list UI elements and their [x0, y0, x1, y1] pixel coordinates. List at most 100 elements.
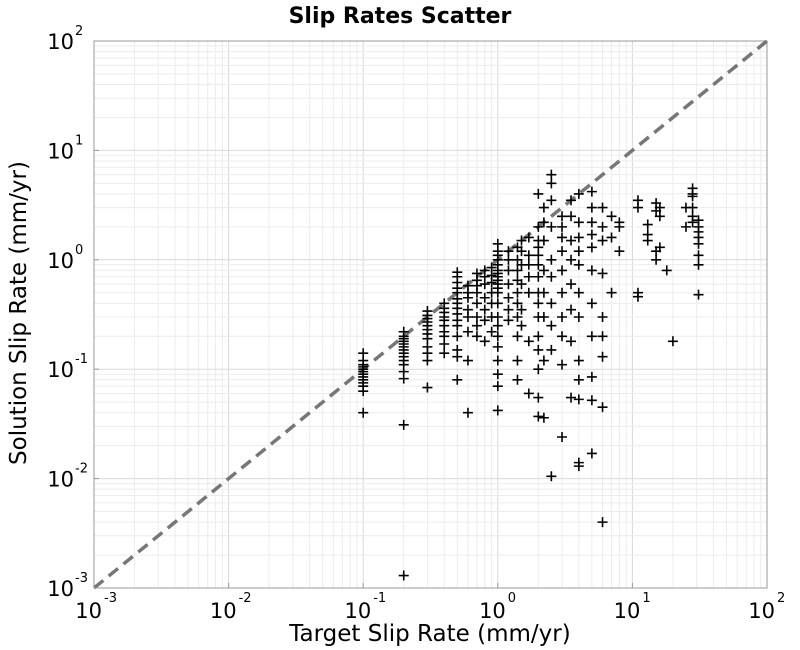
data-point: [557, 211, 568, 222]
data-point: [654, 211, 665, 222]
data-point: [546, 169, 557, 180]
data-point: [516, 304, 527, 315]
data-point: [462, 312, 473, 323]
data-point: [573, 461, 584, 472]
data-point: [486, 262, 497, 273]
data-point: [573, 312, 584, 323]
x-tick-exponent: -2: [239, 591, 252, 606]
data-point: [566, 304, 577, 315]
data-point: [492, 381, 503, 392]
data-point: [503, 315, 514, 326]
data-point: [492, 405, 503, 416]
data-point: [471, 320, 482, 331]
data-point: [566, 392, 577, 403]
data-point: [693, 259, 704, 270]
data-point: [597, 351, 608, 362]
data-point: [586, 229, 597, 240]
data-point: [573, 232, 584, 243]
data-point: [597, 202, 608, 213]
x-tick-exponent: 1: [642, 591, 650, 606]
data-point: [492, 312, 503, 323]
data-point: [597, 402, 608, 413]
data-point: [546, 254, 557, 265]
data-point: [471, 298, 482, 309]
x-axis-label: Target Slip Rate (mm/yr): [288, 621, 570, 647]
data-point: [422, 355, 433, 366]
y-tick-exponent: -2: [75, 462, 88, 477]
data-point: [503, 246, 514, 257]
data-point: [693, 250, 704, 261]
data-point: [512, 331, 523, 342]
data-point: [358, 407, 369, 418]
data-point: [462, 407, 473, 418]
data-point: [667, 336, 678, 347]
data-point: [557, 246, 568, 257]
data-point: [492, 320, 503, 331]
data-point: [503, 279, 514, 290]
data-point: [597, 331, 608, 342]
data-point: [632, 291, 643, 302]
data-point: [642, 235, 653, 246]
data-point: [471, 268, 482, 279]
y-tick-exponent: -1: [75, 352, 88, 367]
data-point: [557, 432, 568, 443]
data-point: [503, 254, 514, 265]
data-point: [533, 392, 544, 403]
data-point: [492, 355, 503, 366]
data-point: [358, 348, 369, 359]
data-point: [452, 320, 463, 331]
y-tick-exponent: 1: [75, 133, 83, 148]
data-point: [546, 320, 557, 331]
x-tick-label: 10: [614, 599, 641, 623]
data-point: [538, 412, 549, 423]
data-point: [533, 271, 544, 282]
data-point: [597, 235, 608, 246]
data-point: [557, 359, 568, 370]
data-point: [512, 355, 523, 366]
data-point: [693, 238, 704, 249]
data-point: [471, 312, 482, 323]
data-point: [538, 217, 549, 228]
y-tick-label: 10: [47, 30, 74, 54]
data-point: [586, 242, 597, 253]
data-point: [606, 232, 617, 243]
data-point: [573, 217, 584, 228]
x-tick-label: 10: [479, 599, 506, 623]
data-point: [586, 265, 597, 276]
data-point: [452, 331, 463, 342]
data-point: [523, 336, 534, 347]
x-tick-label: 10: [748, 599, 775, 623]
data-point: [687, 202, 698, 213]
data-point: [398, 373, 409, 384]
data-point: [654, 242, 665, 253]
y-tick-label: 10: [47, 139, 74, 163]
data-point: [439, 348, 450, 359]
data-point: [597, 221, 608, 232]
x-tick-exponent: 0: [508, 591, 516, 606]
data-point: [632, 195, 643, 206]
data-point: [533, 331, 544, 342]
data-point: [642, 219, 653, 230]
data-point: [538, 355, 549, 366]
x-tick-exponent: -1: [373, 591, 386, 606]
data-point: [486, 326, 497, 337]
data-point: [439, 338, 450, 349]
data-point: [557, 331, 568, 342]
data-point: [523, 250, 534, 261]
data-point: [557, 265, 568, 276]
data-point: [462, 355, 473, 366]
data-point: [606, 287, 617, 298]
y-axis-label: Solution Slip Rate (mm/yr): [6, 161, 32, 465]
data-points: [358, 169, 704, 581]
data-point: [614, 217, 625, 228]
data-point: [573, 188, 584, 199]
data-point: [606, 211, 617, 222]
x-tick-label: 10: [344, 599, 371, 623]
data-point: [492, 331, 503, 342]
data-point: [533, 364, 544, 375]
y-tick-label: 10: [47, 358, 74, 382]
data-point: [651, 254, 662, 265]
data-point: [471, 331, 482, 342]
data-point: [503, 304, 514, 315]
